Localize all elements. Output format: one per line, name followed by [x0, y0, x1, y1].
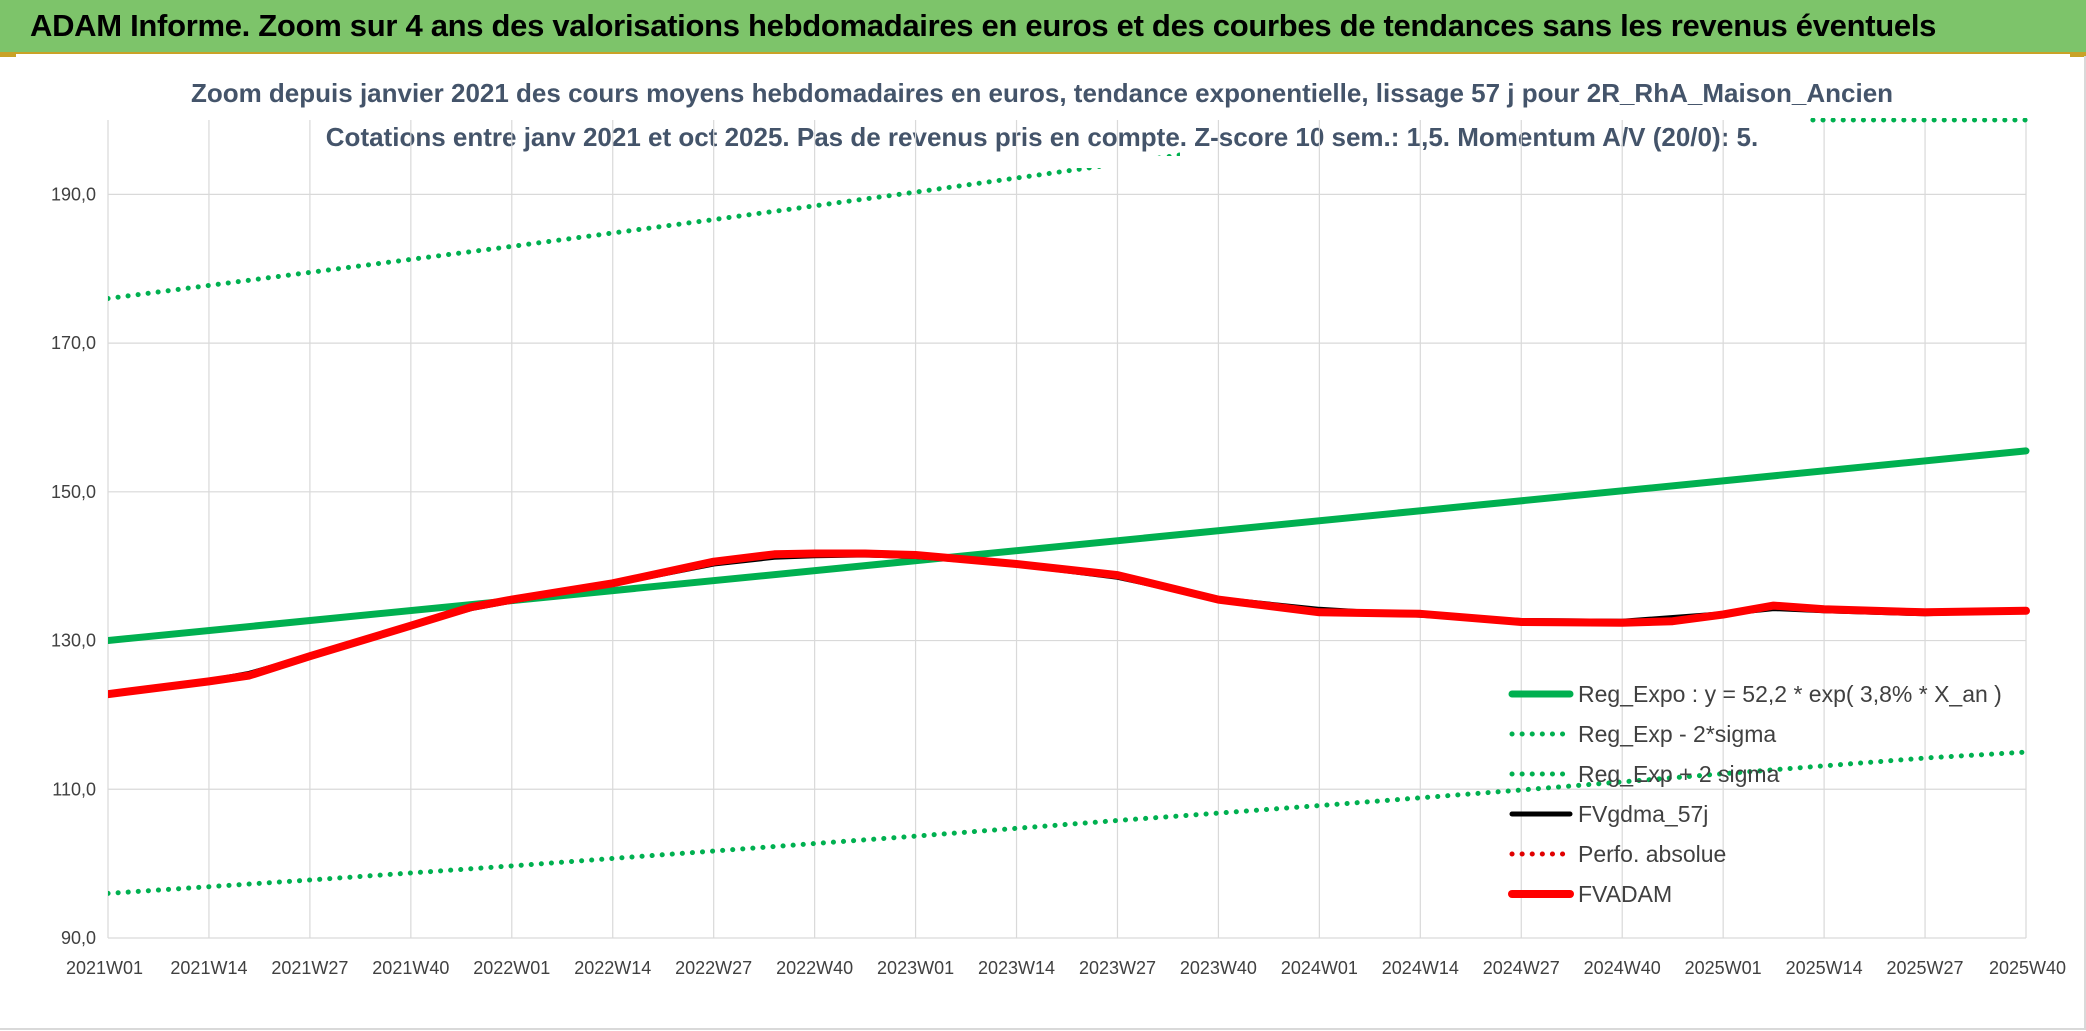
x-tick-label: 2021W40 [372, 958, 449, 978]
x-tick-label: 2024W01 [1281, 958, 1358, 978]
x-tick-label: 2022W01 [473, 958, 550, 978]
series-line-reg-exp-2-sigma [108, 749, 2029, 896]
x-tick-label: 2023W01 [877, 958, 954, 978]
report-title: ADAM Informe. Zoom sur 4 ans des valoris… [30, 8, 1937, 43]
chart-legend: Reg_Expo : y = 52,2 * exp( 3,8% * X_an )… [1508, 681, 2002, 907]
y-tick-label: 90,0 [61, 928, 96, 948]
x-tick-label: 2024W40 [1584, 958, 1661, 978]
x-tick-label: 2025W14 [1786, 958, 1863, 978]
y-tick-label: 110,0 [52, 779, 96, 799]
x-tick-label: 2021W14 [170, 958, 247, 978]
y-tick-label: 170,0 [51, 333, 96, 353]
report-banner: ADAM Informe. Zoom sur 4 ans des valoris… [0, 0, 2086, 54]
x-tick-label: 2024W27 [1483, 958, 1560, 978]
x-axis-ticks: 2021W01 2021W14 2021W27 2021W40 2022W01 2022W… [66, 958, 2066, 978]
chart-title-line: Cotations entre janv 2021 et oct 2025. P… [326, 122, 1758, 152]
x-tick-label: 2023W14 [978, 958, 1055, 978]
x-tick-label: 2025W40 [1989, 958, 2066, 978]
x-tick-label: 2022W14 [574, 958, 651, 978]
chart-series [108, 118, 2030, 896]
x-tick-label: 2022W40 [776, 958, 853, 978]
chart-area: Zoom depuis janvier 2021 des cours moyen… [51, 78, 2066, 978]
banner-accent-left [0, 52, 16, 57]
legend-label: Reg_Exp - 2*sigma [1578, 721, 1776, 747]
x-tick-label: 2021W27 [271, 958, 348, 978]
series-line-reg-expo-y-52-2-exp-3-8-x-an [108, 447, 2030, 644]
x-tick-label: 2022W27 [675, 958, 752, 978]
legend-label: Perfo. absolue [1578, 841, 1726, 867]
x-tick-label: 2025W01 [1685, 958, 1762, 978]
series-line-fvgdma-57j [108, 552, 2029, 697]
legend-label: Reg_Expo : y = 52,2 * exp( 3,8% * X_an ) [1578, 681, 2002, 707]
x-tick-label: 2025W27 [1887, 958, 1964, 978]
y-axis-ticks: 90,0 110,0 130,0 150,0 170,0 190,0 [51, 184, 96, 948]
x-tick-label: 2023W27 [1079, 958, 1156, 978]
series-line-fvadam [108, 549, 2030, 699]
chart-title-line: Zoom depuis janvier 2021 des cours moyen… [191, 78, 1893, 108]
x-tick-label: 2023W40 [1180, 958, 1257, 978]
chart-frame: Zoom depuis janvier 2021 des cours moyen… [0, 56, 2086, 1030]
y-tick-label: 130,0 [51, 631, 96, 651]
y-tick-label: 190,0 [51, 184, 96, 204]
banner-accent-right [2070, 52, 2086, 57]
y-tick-label: 150,0 [51, 482, 96, 502]
x-tick-label: 2021W01 [66, 958, 143, 978]
x-tick-label: 2024W14 [1382, 958, 1459, 978]
chart-title: Zoom depuis janvier 2021 des cours moyen… [191, 78, 1893, 152]
chart-grid [107, 120, 2027, 939]
legend-label: FVgdma_57j [1578, 801, 1708, 827]
legend-label: Reg_Exp + 2 sigma [1578, 761, 1780, 787]
legend-label: FVADAM [1578, 881, 1672, 907]
